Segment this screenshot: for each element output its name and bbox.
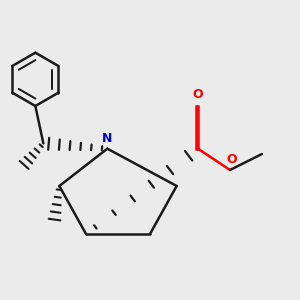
- Text: O: O: [226, 153, 237, 166]
- Text: O: O: [193, 88, 203, 101]
- Text: N: N: [102, 132, 112, 145]
